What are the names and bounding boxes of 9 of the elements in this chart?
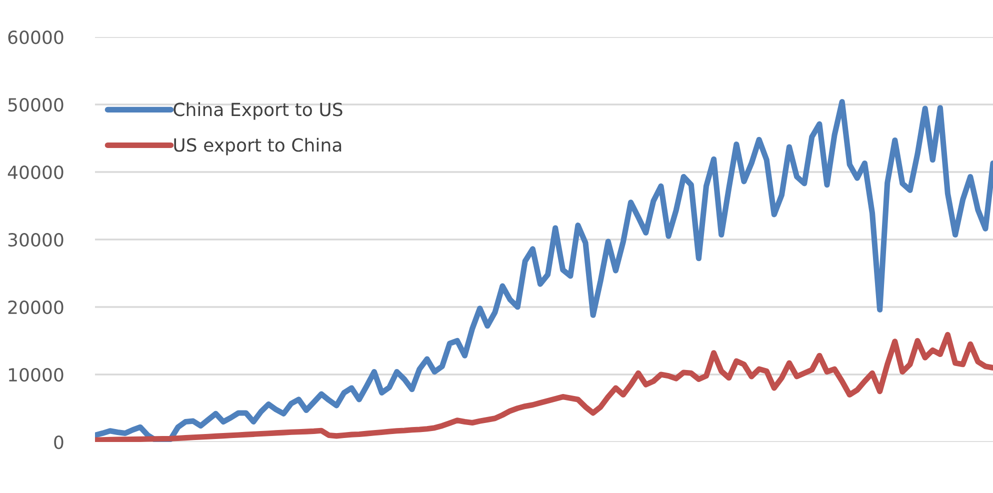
y-tick-label: 50000 xyxy=(8,98,64,112)
legend-label: US export to China xyxy=(174,138,342,156)
y-tick-label: 30000 xyxy=(8,232,64,247)
y-tick-label: 40000 xyxy=(8,165,64,180)
legend-label: China Export to US xyxy=(174,102,342,120)
y-tick-label: 0 xyxy=(54,435,64,450)
y-tick-label: 10000 xyxy=(8,368,64,382)
y-tick-label: 60000 xyxy=(8,30,64,44)
y-tick-label: 20000 xyxy=(8,300,64,314)
